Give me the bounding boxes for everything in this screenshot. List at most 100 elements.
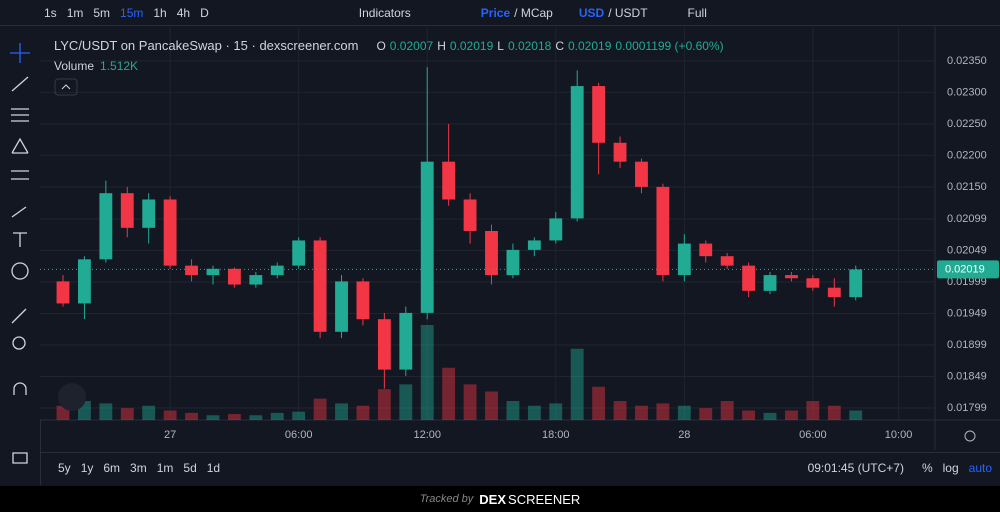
range-button[interactable]: 3m [130, 460, 147, 475]
candle-body [249, 275, 263, 285]
candle-body [742, 265, 756, 291]
volume-bar [420, 325, 434, 420]
interval[interactable]: 1m [66, 5, 84, 20]
text-tool[interactable] [13, 232, 27, 247]
candle-body [142, 199, 156, 228]
y-tick-label: 0.01999 [947, 276, 987, 288]
range-button[interactable]: 5y [58, 460, 71, 475]
candle-body [527, 240, 541, 250]
candle-body [356, 281, 370, 320]
y-tick-label: 0.01949 [947, 307, 987, 319]
ohlc-value: 0.02019 [449, 38, 494, 53]
tracked-text: Tracked by [419, 493, 474, 505]
zoom-tool[interactable] [12, 336, 26, 350]
magnet-tool[interactable] [13, 382, 27, 395]
interval[interactable]: 1h [153, 5, 167, 20]
volume-bar [356, 405, 370, 420]
brand: SCREENER [508, 491, 581, 507]
volume-value: 1.512K [100, 59, 139, 73]
line-tool[interactable] [11, 76, 29, 92]
candle-body [699, 243, 713, 257]
volume-bar [677, 405, 691, 420]
interval[interactable]: 15m [120, 5, 144, 20]
candle-body [763, 275, 777, 291]
candle-body [463, 199, 477, 231]
x-tick-label: 18:00 [542, 429, 570, 441]
range-button[interactable]: 6m [103, 460, 121, 475]
volume-bar [742, 410, 756, 420]
range-button[interactable]: 1m [156, 460, 174, 475]
candle-body [677, 243, 691, 276]
interval[interactable]: 1s [44, 5, 57, 20]
crosshair-tool[interactable] [10, 43, 30, 63]
interval[interactable]: 5m [93, 5, 111, 20]
volume-bar [485, 391, 498, 420]
candle-body [206, 268, 220, 276]
volume-bar [570, 348, 584, 420]
y-tick-label: 0.02049 [947, 244, 987, 256]
fullscreen-button[interactable]: Full [687, 5, 707, 20]
volume-bar [377, 389, 391, 420]
volume-bar [142, 405, 156, 420]
volume-bar [227, 414, 241, 420]
interval[interactable]: 4h [176, 5, 191, 20]
volume-bar [292, 411, 306, 420]
brand: DEX [479, 491, 507, 507]
candle-body [570, 86, 584, 219]
tool-icons [10, 43, 30, 464]
volume-bar [699, 408, 713, 420]
pair-title: LYC/USDT on PancakeSwap · 15 · dexscreen… [54, 38, 359, 53]
emoji-tool[interactable] [11, 262, 29, 280]
change-value: 0.0001199 (+0.60%) [615, 38, 724, 53]
footer: Tracked by DEX SCREENER [0, 486, 1000, 512]
percent-toggle[interactable]: % [921, 460, 933, 475]
top-toolbar: 1s 1m 5m 15m 1h 4h D Indicators Price / … [0, 0, 1000, 26]
x-tick-label: 06:00 [799, 429, 827, 441]
chart: 0.02350 0.02300 0.02250 0.02200 0.02150 0.020… [40, 27, 1000, 450]
collapse-icon [61, 84, 71, 90]
log-toggle[interactable]: log [942, 460, 959, 475]
candle-body [99, 193, 113, 260]
bottom-toolbar: 5y 1y 6m 3m 1m 5d 1d 09:01:45 (UTC+7) % … [40, 452, 1000, 482]
volume-bar [120, 408, 134, 420]
volume-bar [185, 412, 198, 420]
indicators-button[interactable]: Indicators [358, 5, 411, 20]
candle-body [506, 249, 520, 276]
volume-bar [335, 403, 348, 420]
candle-body [120, 193, 134, 228]
brush-tool[interactable] [11, 206, 27, 218]
y-tick-label: 0.02150 [947, 181, 987, 193]
auto-toggle[interactable]: auto [968, 460, 992, 475]
ohlc-label: C [555, 38, 564, 53]
price-toggle[interactable]: Price [480, 5, 511, 20]
range-button[interactable]: 5d [183, 460, 197, 475]
settings-icon [964, 430, 976, 442]
usdt-toggle[interactable]: / USDT [608, 5, 648, 20]
candle-body [613, 142, 627, 162]
interval[interactable]: D [200, 5, 209, 20]
volume-bar [785, 410, 798, 420]
range-button[interactable]: 1y [80, 460, 94, 475]
pattern-tool[interactable] [11, 137, 29, 154]
collapse-button [54, 78, 78, 96]
ruler-tool[interactable] [11, 308, 27, 324]
candle-body [442, 161, 456, 200]
fib-tool[interactable] [11, 108, 29, 122]
drawing-toolbar [0, 27, 41, 485]
volume-bar [720, 401, 734, 420]
y-tick-label: 0.02099 [947, 213, 987, 225]
projection-tool[interactable] [11, 170, 29, 180]
candle-body [77, 259, 91, 304]
volume-bar [399, 384, 413, 420]
mcap-toggle[interactable]: / MCap [514, 5, 553, 20]
candle-body [377, 319, 391, 370]
candle-body [785, 275, 798, 279]
usd-toggle[interactable]: USD [578, 5, 605, 20]
lock-tool[interactable] [12, 452, 28, 464]
volume-label: Volume [54, 59, 95, 73]
volume-bar [656, 403, 670, 420]
ohlc-value: 0.02018 [507, 38, 552, 53]
candle-body [420, 161, 434, 313]
range-button[interactable]: 1d [206, 460, 221, 475]
